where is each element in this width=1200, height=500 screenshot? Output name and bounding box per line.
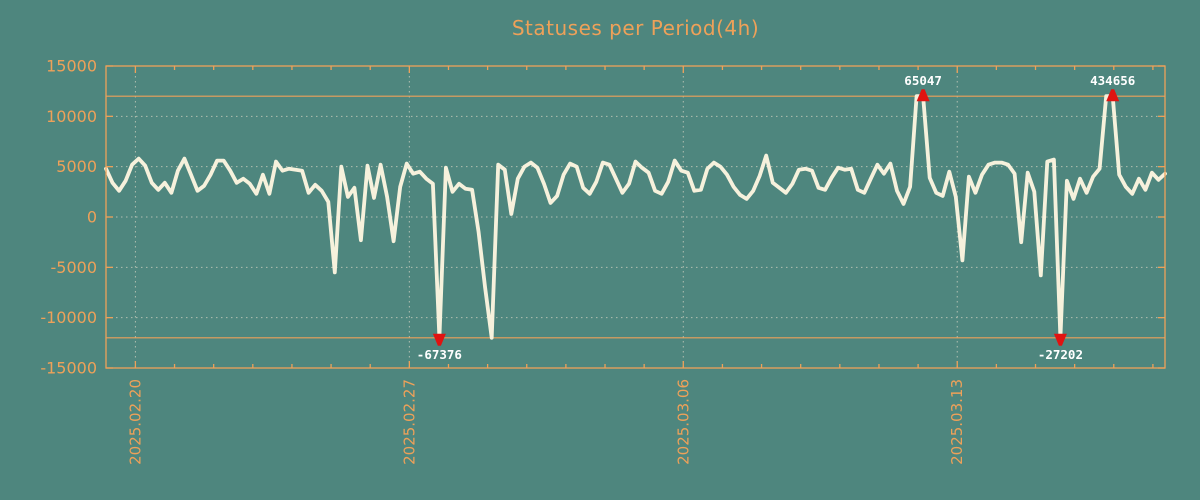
chart-title: Statuses per Period(4h): [511, 16, 760, 40]
x-tick-label-group: 2025.03.06: [674, 379, 692, 465]
x-tick-label: 2025.02.20: [126, 379, 144, 465]
y-tick-label: 5000: [56, 157, 97, 176]
peak-marker-up: [1106, 89, 1120, 102]
y-tick-label: -5000: [51, 258, 98, 277]
x-tick-label-group: 2025.03.13: [948, 379, 966, 465]
peak-marker-up: [916, 89, 930, 102]
peak-marker-down: [432, 333, 446, 346]
peak-label: 434656: [1090, 73, 1135, 88]
y-tick-label: 0: [87, 208, 97, 227]
peak-label: -67376: [417, 347, 462, 362]
x-tick-label-group: 2025.02.27: [400, 379, 418, 465]
y-tick-label: 15000: [46, 57, 97, 76]
x-tick-label: 2025.02.27: [400, 379, 418, 465]
x-tick-label-group: 2025.02.20: [126, 379, 144, 465]
y-tick-label: -15000: [40, 359, 97, 378]
peak-label: -27202: [1038, 347, 1083, 362]
y-tick-label: 10000: [46, 107, 97, 126]
peak-label: 65047: [904, 73, 942, 88]
peak-marker-down: [1053, 333, 1067, 346]
x-tick-label: 2025.03.06: [674, 379, 692, 465]
y-tick-label: -10000: [40, 308, 97, 327]
series-line: [104, 94, 1167, 340]
x-tick-label: 2025.03.13: [948, 379, 966, 465]
